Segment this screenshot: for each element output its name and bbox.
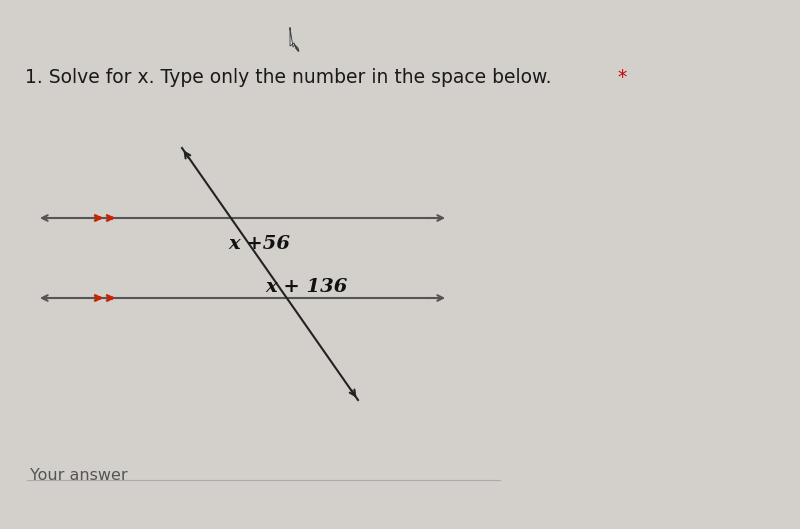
Text: *: * [617, 68, 626, 87]
Polygon shape [290, 28, 299, 51]
Text: x +56: x +56 [228, 235, 290, 253]
Text: Your answer: Your answer [30, 468, 128, 483]
Text: x + 136: x + 136 [265, 278, 347, 296]
Text: 1. Solve for x. Type only the number in the space below.: 1. Solve for x. Type only the number in … [25, 68, 558, 87]
